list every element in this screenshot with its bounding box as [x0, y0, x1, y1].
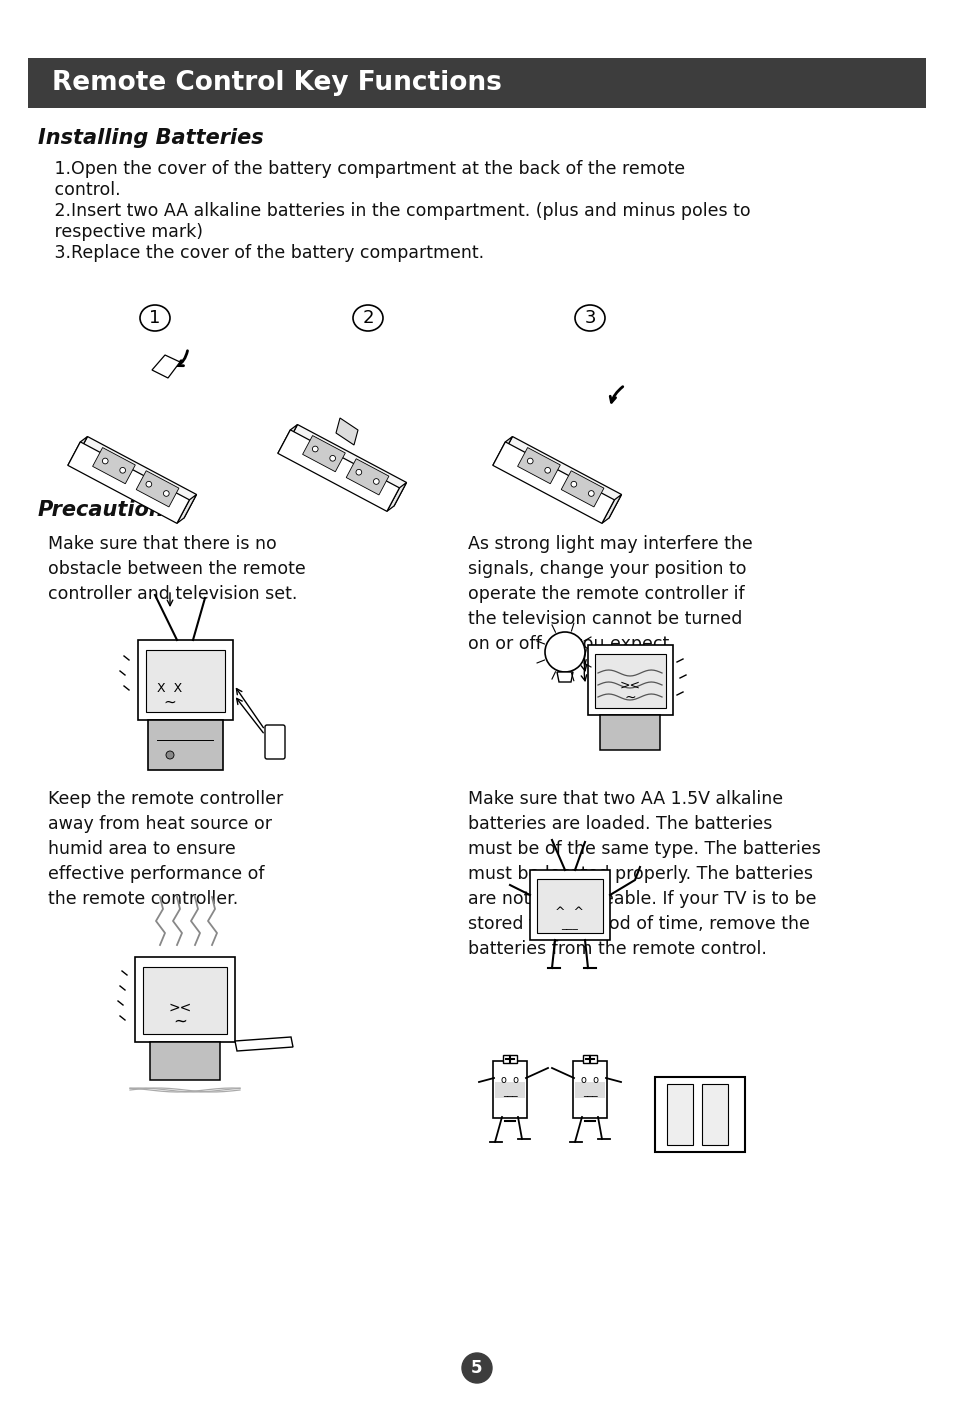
Text: 2.Insert two AA alkaline batteries in the compartment. (plus and minus poles to: 2.Insert two AA alkaline batteries in th…: [38, 202, 750, 220]
Circle shape: [544, 468, 550, 474]
Text: 1: 1: [150, 310, 160, 326]
Polygon shape: [176, 495, 196, 524]
Polygon shape: [493, 441, 614, 524]
Polygon shape: [387, 482, 406, 511]
Circle shape: [163, 490, 169, 496]
Circle shape: [120, 468, 126, 474]
Text: 3: 3: [583, 310, 595, 326]
Text: o  o: o o: [580, 1075, 598, 1084]
FancyBboxPatch shape: [495, 1082, 524, 1098]
Text: o  o: o o: [500, 1075, 518, 1084]
Polygon shape: [517, 447, 559, 483]
Circle shape: [355, 469, 361, 475]
Circle shape: [571, 482, 577, 488]
Polygon shape: [499, 437, 621, 518]
FancyBboxPatch shape: [599, 715, 659, 750]
FancyBboxPatch shape: [595, 654, 665, 708]
FancyBboxPatch shape: [666, 1084, 692, 1145]
Text: ><: ><: [618, 678, 639, 692]
FancyBboxPatch shape: [587, 644, 672, 715]
FancyBboxPatch shape: [148, 720, 223, 771]
Polygon shape: [68, 437, 88, 465]
FancyBboxPatch shape: [655, 1077, 744, 1152]
FancyBboxPatch shape: [265, 724, 285, 759]
Text: Make sure that there is no
obstacle between the remote
controller and television: Make sure that there is no obstacle betw…: [48, 535, 305, 602]
Text: Remote Control Key Functions: Remote Control Key Functions: [52, 70, 501, 97]
Ellipse shape: [575, 305, 604, 331]
Polygon shape: [136, 471, 179, 507]
FancyBboxPatch shape: [146, 650, 225, 712]
Text: ~: ~: [164, 695, 176, 709]
Polygon shape: [285, 425, 406, 506]
FancyBboxPatch shape: [135, 957, 234, 1042]
FancyBboxPatch shape: [575, 1082, 604, 1098]
FancyBboxPatch shape: [138, 640, 233, 720]
Polygon shape: [277, 430, 399, 511]
Text: 3.Replace the cover of the battery compartment.: 3.Replace the cover of the battery compa…: [38, 244, 483, 262]
Text: control.: control.: [38, 181, 120, 199]
Polygon shape: [601, 495, 621, 524]
Text: As strong light may interfere the
signals, change your position to
operate the r: As strong light may interfere the signal…: [468, 535, 752, 653]
Polygon shape: [560, 471, 603, 507]
FancyBboxPatch shape: [502, 1055, 517, 1063]
Circle shape: [527, 458, 533, 464]
Polygon shape: [346, 458, 389, 495]
Text: ___: ___: [502, 1087, 517, 1097]
Polygon shape: [277, 425, 297, 454]
Polygon shape: [335, 417, 357, 446]
Text: Precautions: Precautions: [38, 500, 177, 520]
Text: respective mark): respective mark): [38, 223, 203, 241]
Text: ><: ><: [168, 1000, 192, 1014]
Circle shape: [544, 632, 584, 672]
Circle shape: [373, 479, 378, 485]
Circle shape: [312, 446, 317, 453]
FancyBboxPatch shape: [530, 870, 609, 940]
FancyBboxPatch shape: [573, 1061, 606, 1118]
Bar: [28, 57, 925, 108]
Text: X  X: X X: [157, 681, 182, 695]
Text: ~: ~: [172, 1013, 187, 1031]
Circle shape: [330, 455, 335, 461]
Polygon shape: [302, 436, 345, 472]
FancyBboxPatch shape: [582, 1055, 597, 1063]
FancyBboxPatch shape: [701, 1084, 727, 1145]
Text: ^  ^: ^ ^: [555, 906, 584, 919]
Text: ___: ___: [561, 920, 578, 930]
Circle shape: [588, 490, 594, 496]
Ellipse shape: [353, 305, 382, 331]
Text: ~: ~: [623, 691, 635, 705]
Circle shape: [166, 751, 173, 759]
FancyBboxPatch shape: [493, 1061, 526, 1118]
Polygon shape: [234, 1037, 293, 1051]
Circle shape: [461, 1353, 492, 1383]
Circle shape: [146, 482, 152, 488]
Text: 1.Open the cover of the battery compartment at the back of the remote: 1.Open the cover of the battery compartm…: [38, 160, 684, 178]
Text: Make sure that two AA 1.5V alkaline
batteries are loaded. The batteries
must be : Make sure that two AA 1.5V alkaline batt…: [468, 790, 820, 958]
Circle shape: [102, 458, 108, 464]
FancyBboxPatch shape: [143, 967, 227, 1034]
Text: 5: 5: [471, 1359, 482, 1377]
Text: 2: 2: [362, 310, 374, 326]
Text: ___: ___: [582, 1087, 597, 1097]
Polygon shape: [493, 437, 512, 465]
Text: Keep the remote controller
away from heat source or
humid area to ensure
effecti: Keep the remote controller away from hea…: [48, 790, 283, 908]
Polygon shape: [152, 354, 180, 378]
Polygon shape: [557, 672, 573, 682]
Ellipse shape: [140, 305, 170, 331]
FancyBboxPatch shape: [537, 878, 602, 933]
Text: Installing Batteries: Installing Batteries: [38, 127, 263, 149]
Polygon shape: [75, 437, 196, 518]
Polygon shape: [68, 441, 190, 524]
Polygon shape: [92, 447, 135, 483]
FancyBboxPatch shape: [150, 1042, 220, 1080]
